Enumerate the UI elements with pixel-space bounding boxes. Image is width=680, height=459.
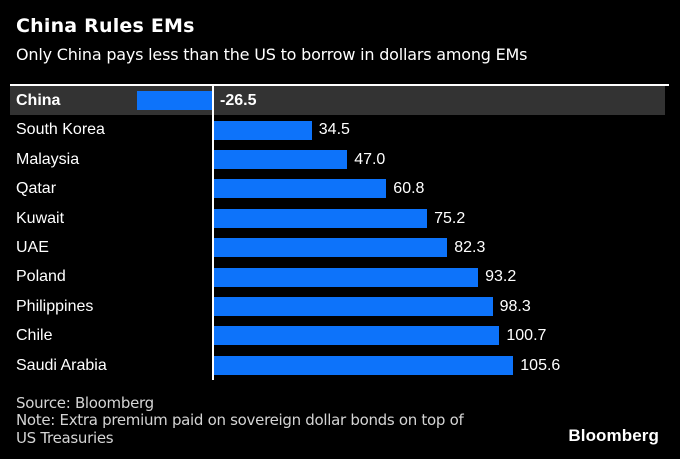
value-label: -26.5: [220, 92, 257, 109]
footer: Source: Bloomberg Note: Extra premium pa…: [16, 394, 464, 447]
chart-row: China -26.5: [10, 86, 665, 116]
note-line-2: US Treasuries: [16, 428, 114, 447]
chart-title: China Rules EMs: [16, 15, 195, 37]
category-label: Qatar: [16, 180, 57, 198]
chart-row: Philippines 98.3: [10, 292, 670, 321]
value-label: 60.8: [393, 180, 425, 198]
value-bar: [214, 179, 387, 199]
category-label: China: [16, 92, 61, 109]
value-bar: [214, 208, 428, 228]
source-line: Source: Bloomberg: [16, 394, 154, 412]
value-label: 93.2: [485, 268, 517, 286]
chart-row: Malaysia 47.0: [10, 145, 670, 174]
category-label: South Korea: [16, 121, 105, 139]
note-line-1: Note: Extra premium paid on sovereign do…: [16, 411, 464, 430]
chart-row: Poland 93.2: [10, 262, 670, 291]
category-label: UAE: [16, 239, 49, 256]
category-label: Philippines: [16, 297, 94, 315]
value-label: 105.6: [520, 356, 561, 374]
value-bar: [214, 296, 493, 316]
chart-row: Kuwait 75.2: [10, 204, 670, 233]
zero-baseline: [212, 86, 214, 380]
value-label: 34.5: [318, 121, 350, 139]
value-label: 98.3: [499, 297, 531, 315]
value-label: 75.2: [434, 209, 466, 227]
value-bar: [136, 91, 212, 111]
value-label: 100.7: [506, 327, 547, 345]
header-divider: [10, 84, 669, 86]
value-bar: [214, 238, 448, 258]
chart-row: UAE 82.3: [10, 233, 670, 262]
chart-subtitle: Only China pays less than the US to borr…: [16, 45, 528, 64]
chart-row: Qatar 60.8: [10, 174, 670, 203]
value-bar: [214, 120, 312, 140]
chart-row: South Korea 34.5: [10, 115, 670, 144]
value-bar: [214, 149, 348, 169]
value-label: 82.3: [454, 239, 486, 256]
category-label: Poland: [16, 268, 66, 286]
category-label: Kuwait: [16, 209, 65, 227]
category-label: Malaysia: [16, 150, 80, 168]
value-bar: [214, 326, 500, 346]
value-label: 47.0: [354, 150, 386, 168]
value-bar: [214, 267, 479, 287]
bar-chart: China -26.5 South Korea 34.5 Malaysia 47.0 Qat…: [10, 86, 670, 380]
category-label: Saudi Arabia: [16, 356, 107, 374]
chart-row: Chile 100.7: [10, 321, 670, 350]
bloomberg-logo: Bloomberg: [568, 426, 659, 445]
value-bar: [214, 355, 514, 375]
chart-row: Saudi Arabia 105.6: [10, 351, 670, 380]
category-label: Chile: [16, 327, 53, 345]
